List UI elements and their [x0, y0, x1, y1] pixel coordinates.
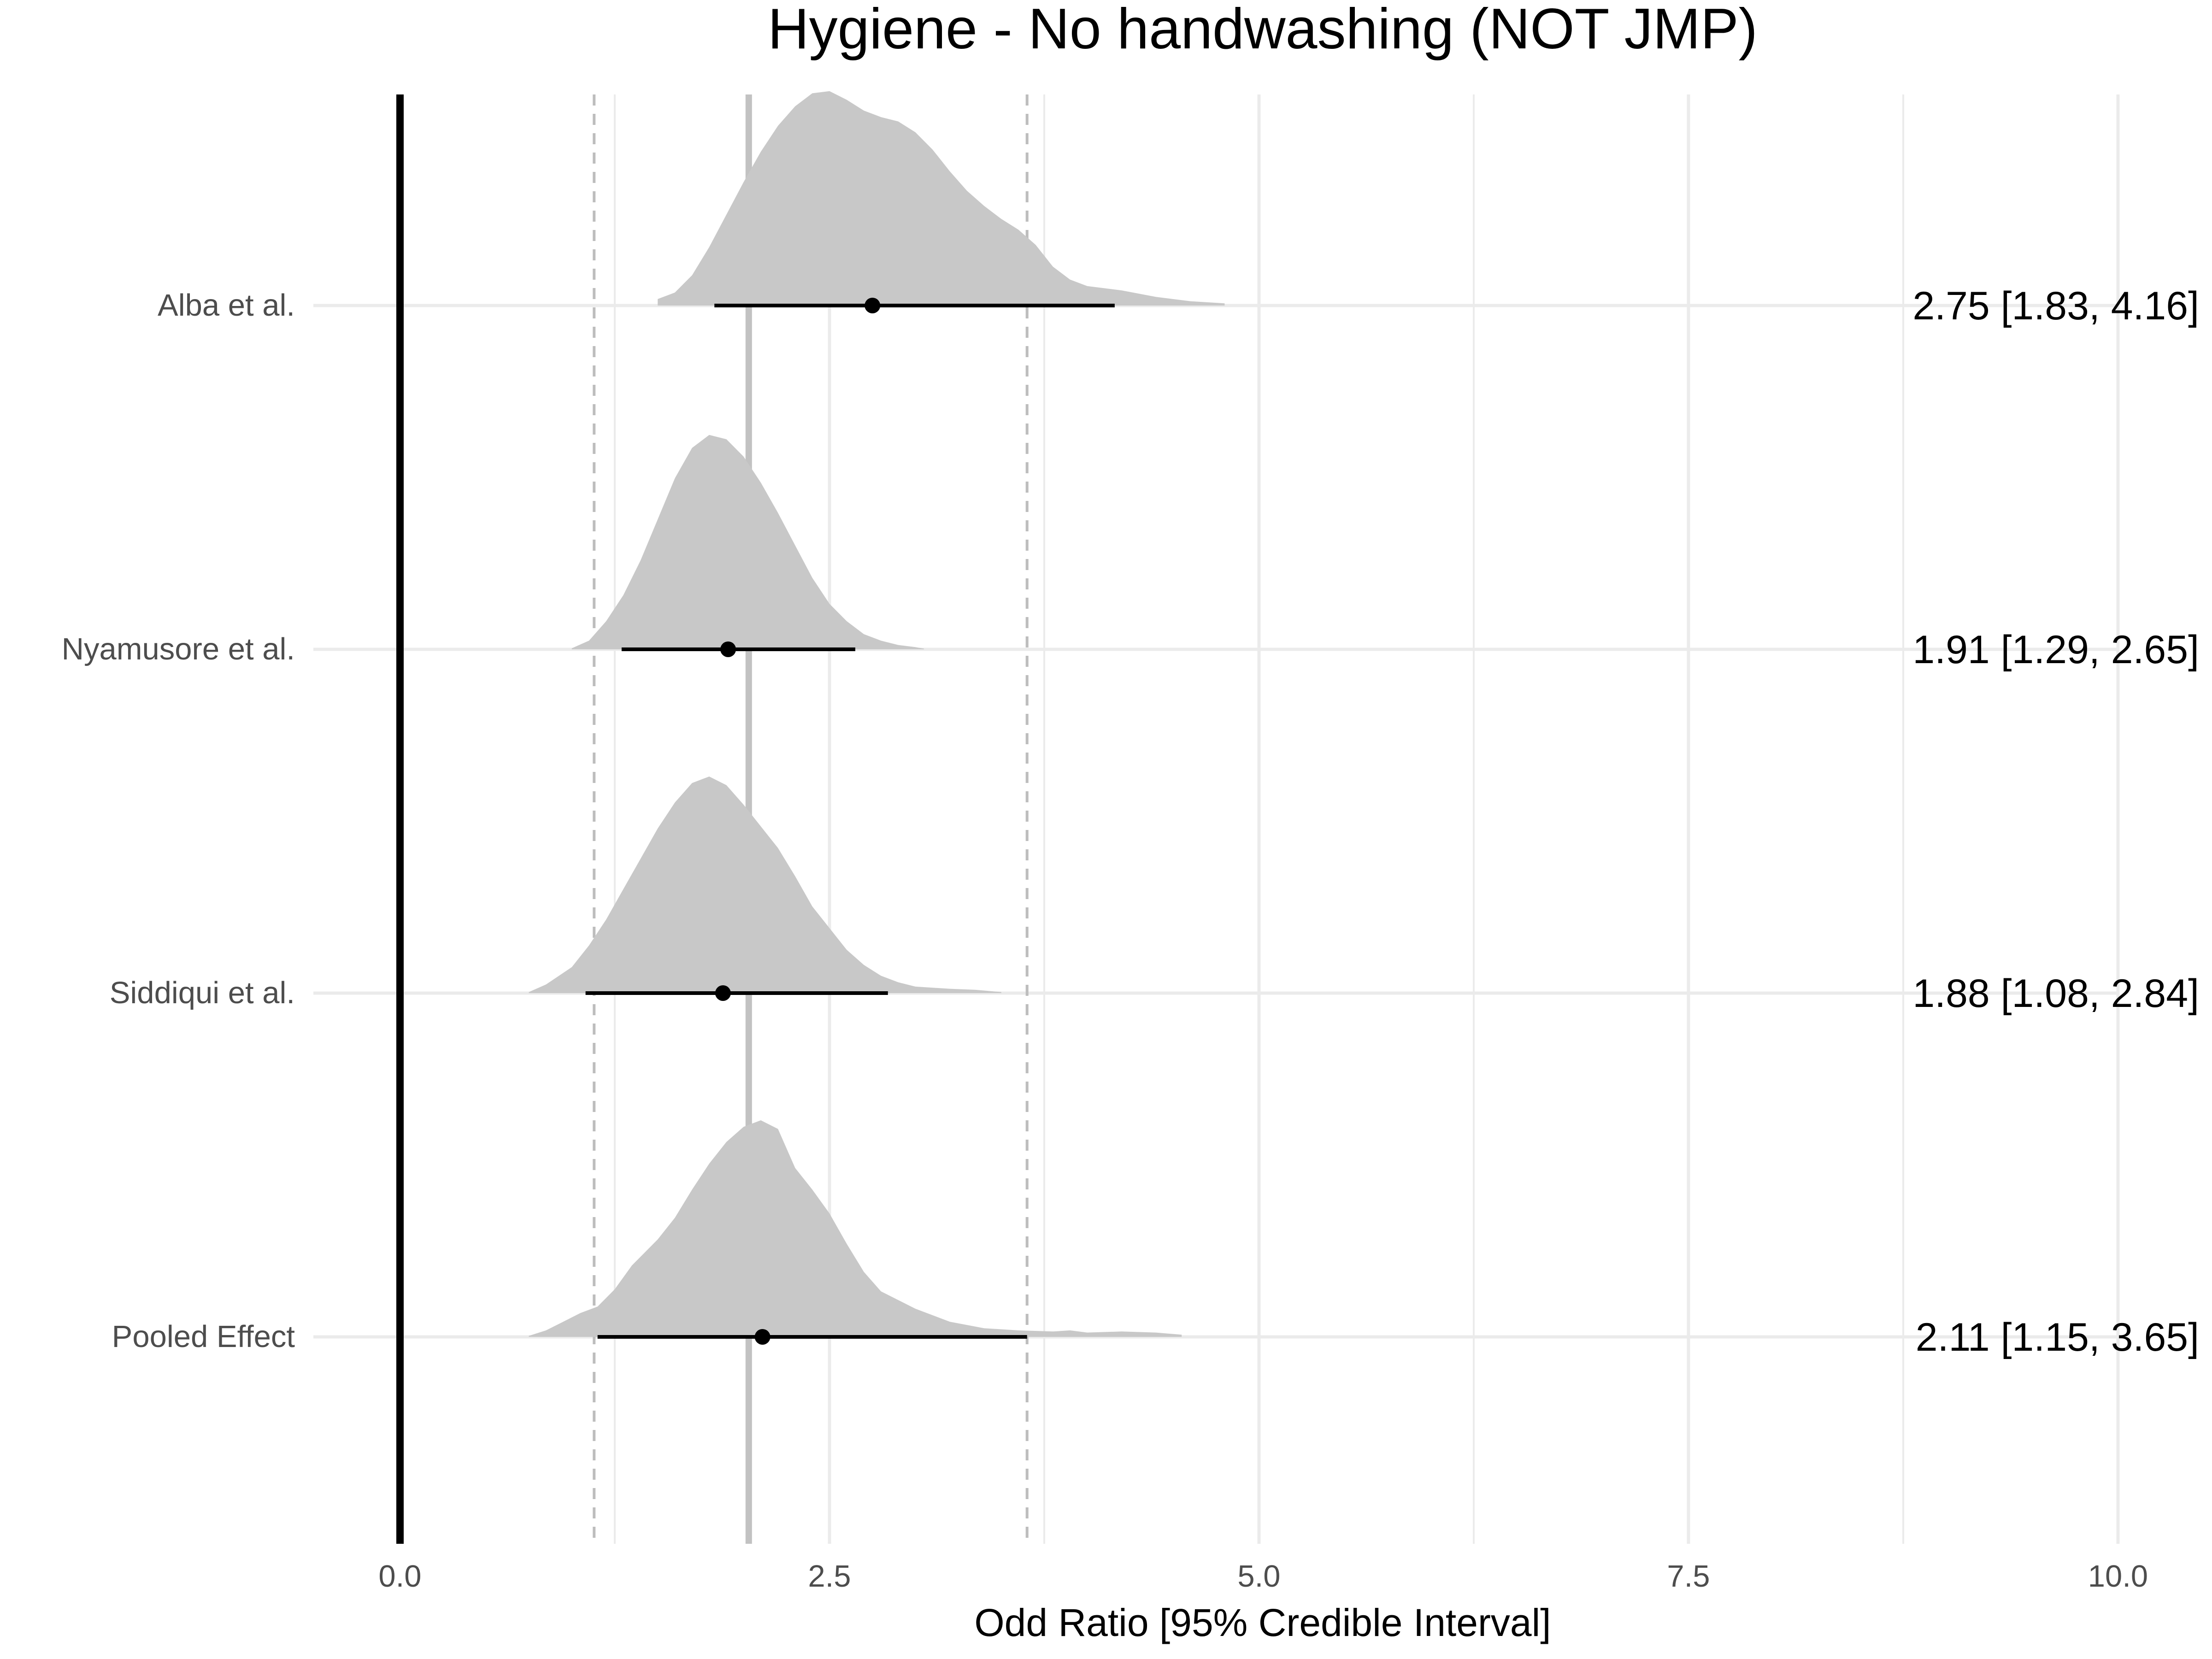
- study-name-label: Pooled Effect: [112, 1319, 295, 1354]
- estimate-ci-label: 1.88 [1.08, 2.84]: [1912, 971, 2199, 1016]
- posterior-densities: [529, 91, 1225, 1337]
- estimate-ci-label: 2.11 [1.15, 3.65]: [1916, 1315, 2199, 1359]
- x-axis-title: Odd Ratio [95% Credible Interval]: [974, 1601, 1551, 1644]
- point-estimate: [754, 1329, 771, 1345]
- study-name-label: Nyamusore et al.: [62, 632, 295, 666]
- estimate-ci-label: 2.75 [1.83, 4.16]: [1912, 284, 2199, 328]
- density-curve: [529, 1120, 1182, 1337]
- study-name-label: Alba et al.: [158, 288, 295, 323]
- study-name-label: Siddiqui et al.: [110, 976, 295, 1010]
- x-tick-label: 2.5: [808, 1559, 851, 1594]
- point-estimate: [865, 298, 881, 313]
- point-estimate: [720, 641, 736, 657]
- x-tick-label: 7.5: [1667, 1559, 1710, 1594]
- credible-intervals: [396, 94, 1115, 1544]
- x-tick-label: 0.0: [378, 1559, 421, 1594]
- density-curve: [571, 435, 924, 649]
- chart-title: Hygiene - No handwashing (NOT JMP): [768, 0, 1758, 61]
- point-estimate: [715, 985, 731, 1001]
- density-curve: [529, 777, 1001, 993]
- study-labels: Alba et al. 2.75 [1.83, 4.16] Nyamusore et…: [62, 284, 2199, 1359]
- x-tick-label: 10.0: [2088, 1559, 2148, 1594]
- x-tick-label: 5.0: [1237, 1559, 1280, 1594]
- density-curve: [658, 91, 1225, 306]
- x-axis-ticks: 0.0 2.5 5.0 7.5 10.0: [378, 1559, 2148, 1594]
- estimate-ci-label: 1.91 [1.29, 2.65]: [1912, 628, 2199, 672]
